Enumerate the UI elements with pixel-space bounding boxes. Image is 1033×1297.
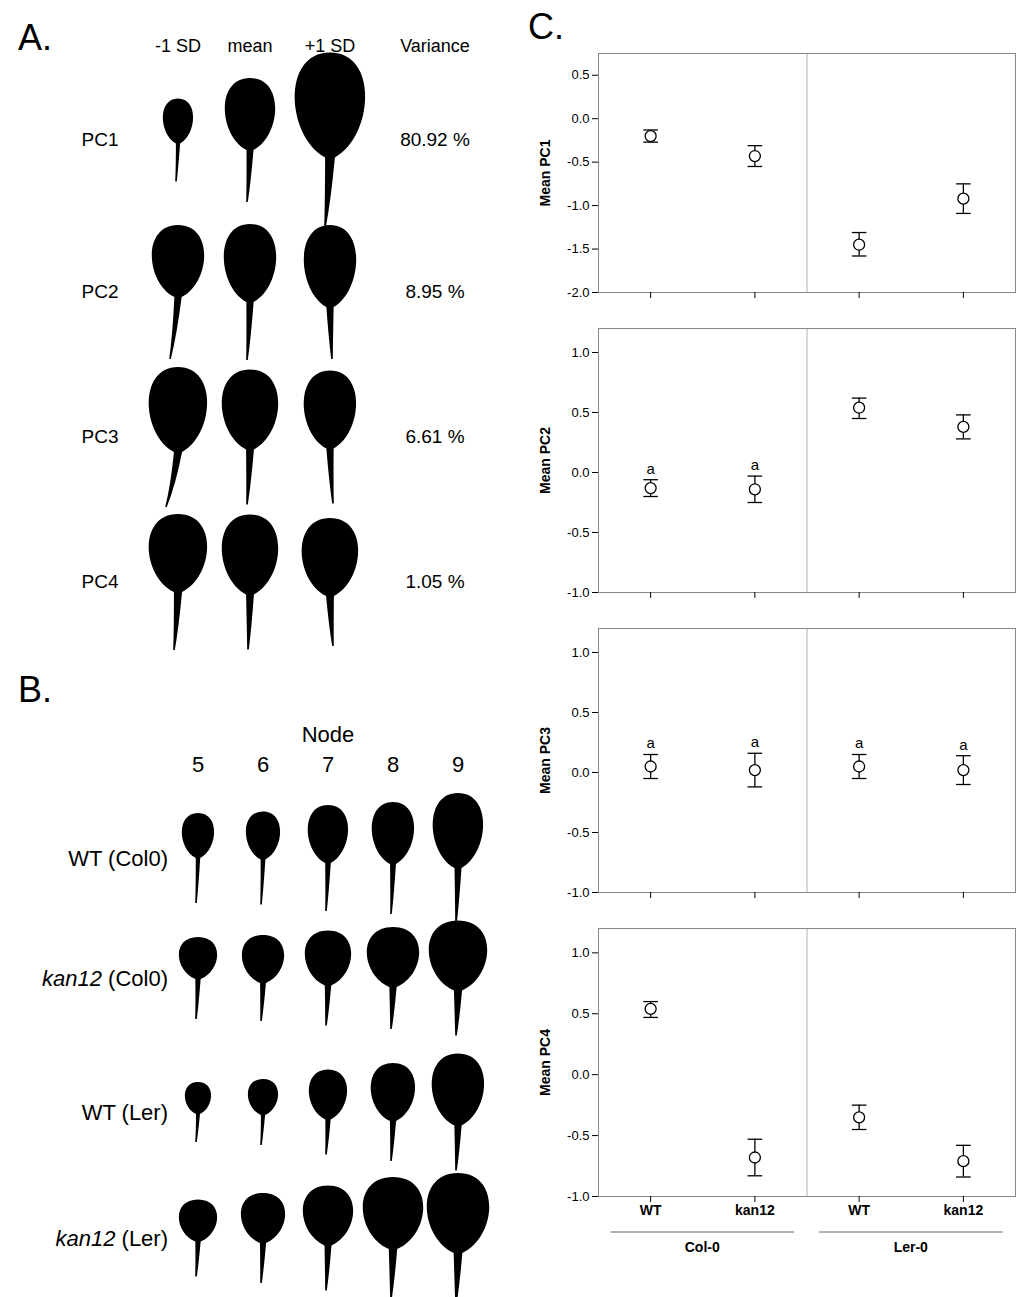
svg-text:0.5: 0.5 [571,405,589,420]
svg-text:a: a [959,736,968,753]
svg-text:5: 5 [192,752,204,777]
svg-text:a: a [855,734,864,751]
svg-text:Ler-0: Ler-0 [894,1239,928,1255]
svg-text:-1.0: -1.0 [567,198,589,213]
svg-text:PC4: PC4 [82,571,119,592]
svg-text:1.0: 1.0 [571,345,589,360]
svg-text:-0.5: -0.5 [567,825,589,840]
svg-text:a: a [646,734,655,751]
svg-text:-1.0: -1.0 [567,585,589,600]
svg-text:WT: WT [848,1202,870,1218]
svg-text:-0.5: -0.5 [567,525,589,540]
svg-text:-1.0: -1.0 [567,1189,589,1204]
svg-text:-0.5: -0.5 [567,1128,589,1143]
svg-text:a: a [646,460,655,477]
svg-text:a: a [751,733,760,750]
svg-text:Mean PC3: Mean PC3 [537,727,553,794]
svg-text:mean: mean [227,36,272,56]
svg-text:0.5: 0.5 [571,1006,589,1021]
svg-text:1.05 %: 1.05 % [405,571,464,592]
svg-text:7: 7 [322,752,334,777]
svg-text:8.95 %: 8.95 % [405,281,464,302]
svg-text:kan12: kan12 [944,1202,984,1218]
svg-text:9: 9 [452,752,464,777]
svg-text:PC3: PC3 [82,426,119,447]
svg-text:Mean PC1: Mean PC1 [537,139,553,206]
svg-text:PC1: PC1 [82,129,119,150]
svg-text:0.0: 0.0 [571,465,589,480]
svg-text:WT: WT [640,1202,662,1218]
svg-text:0.0: 0.0 [571,111,589,126]
svg-text:kan12: kan12 [735,1202,775,1218]
svg-text:PC2: PC2 [82,281,119,302]
svg-text:WT (Col0): WT (Col0) [68,846,168,871]
svg-text:1.0: 1.0 [571,645,589,660]
svg-text:-1.5: -1.5 [567,241,589,256]
svg-text:Col-0: Col-0 [685,1239,720,1255]
svg-text:Node: Node [302,722,355,747]
svg-text:Mean PC2: Mean PC2 [537,427,553,494]
svg-text:a: a [751,456,760,473]
svg-text:kan12 (Col0): kan12 (Col0) [42,966,168,991]
html-text:C.: C. [528,6,564,47]
svg-text:kan12 (Ler): kan12 (Ler) [55,1226,168,1251]
svg-text:1.0: 1.0 [571,945,589,960]
svg-text:-1.0: -1.0 [567,885,589,900]
svg-text:80.92 %: 80.92 % [400,129,470,150]
svg-text:0.0: 0.0 [571,765,589,780]
svg-text:0.5: 0.5 [571,67,589,82]
svg-text:B.: B. [18,669,52,710]
svg-text:Variance: Variance [400,36,470,56]
svg-text:-2.0: -2.0 [567,285,589,300]
svg-text:0.5: 0.5 [571,705,589,720]
svg-text:-0.5: -0.5 [567,154,589,169]
svg-text:A.: A. [18,17,52,58]
svg-text:+1 SD: +1 SD [304,36,356,56]
svg-text:WT (Ler): WT (Ler) [82,1100,168,1125]
svg-text:-1 SD: -1 SD [155,36,201,56]
svg-text:6.61 %: 6.61 % [405,426,464,447]
svg-text:6: 6 [257,752,269,777]
svg-text:0.0: 0.0 [571,1067,589,1082]
svg-text:Mean PC4: Mean PC4 [537,1029,553,1096]
svg-text:8: 8 [387,752,399,777]
